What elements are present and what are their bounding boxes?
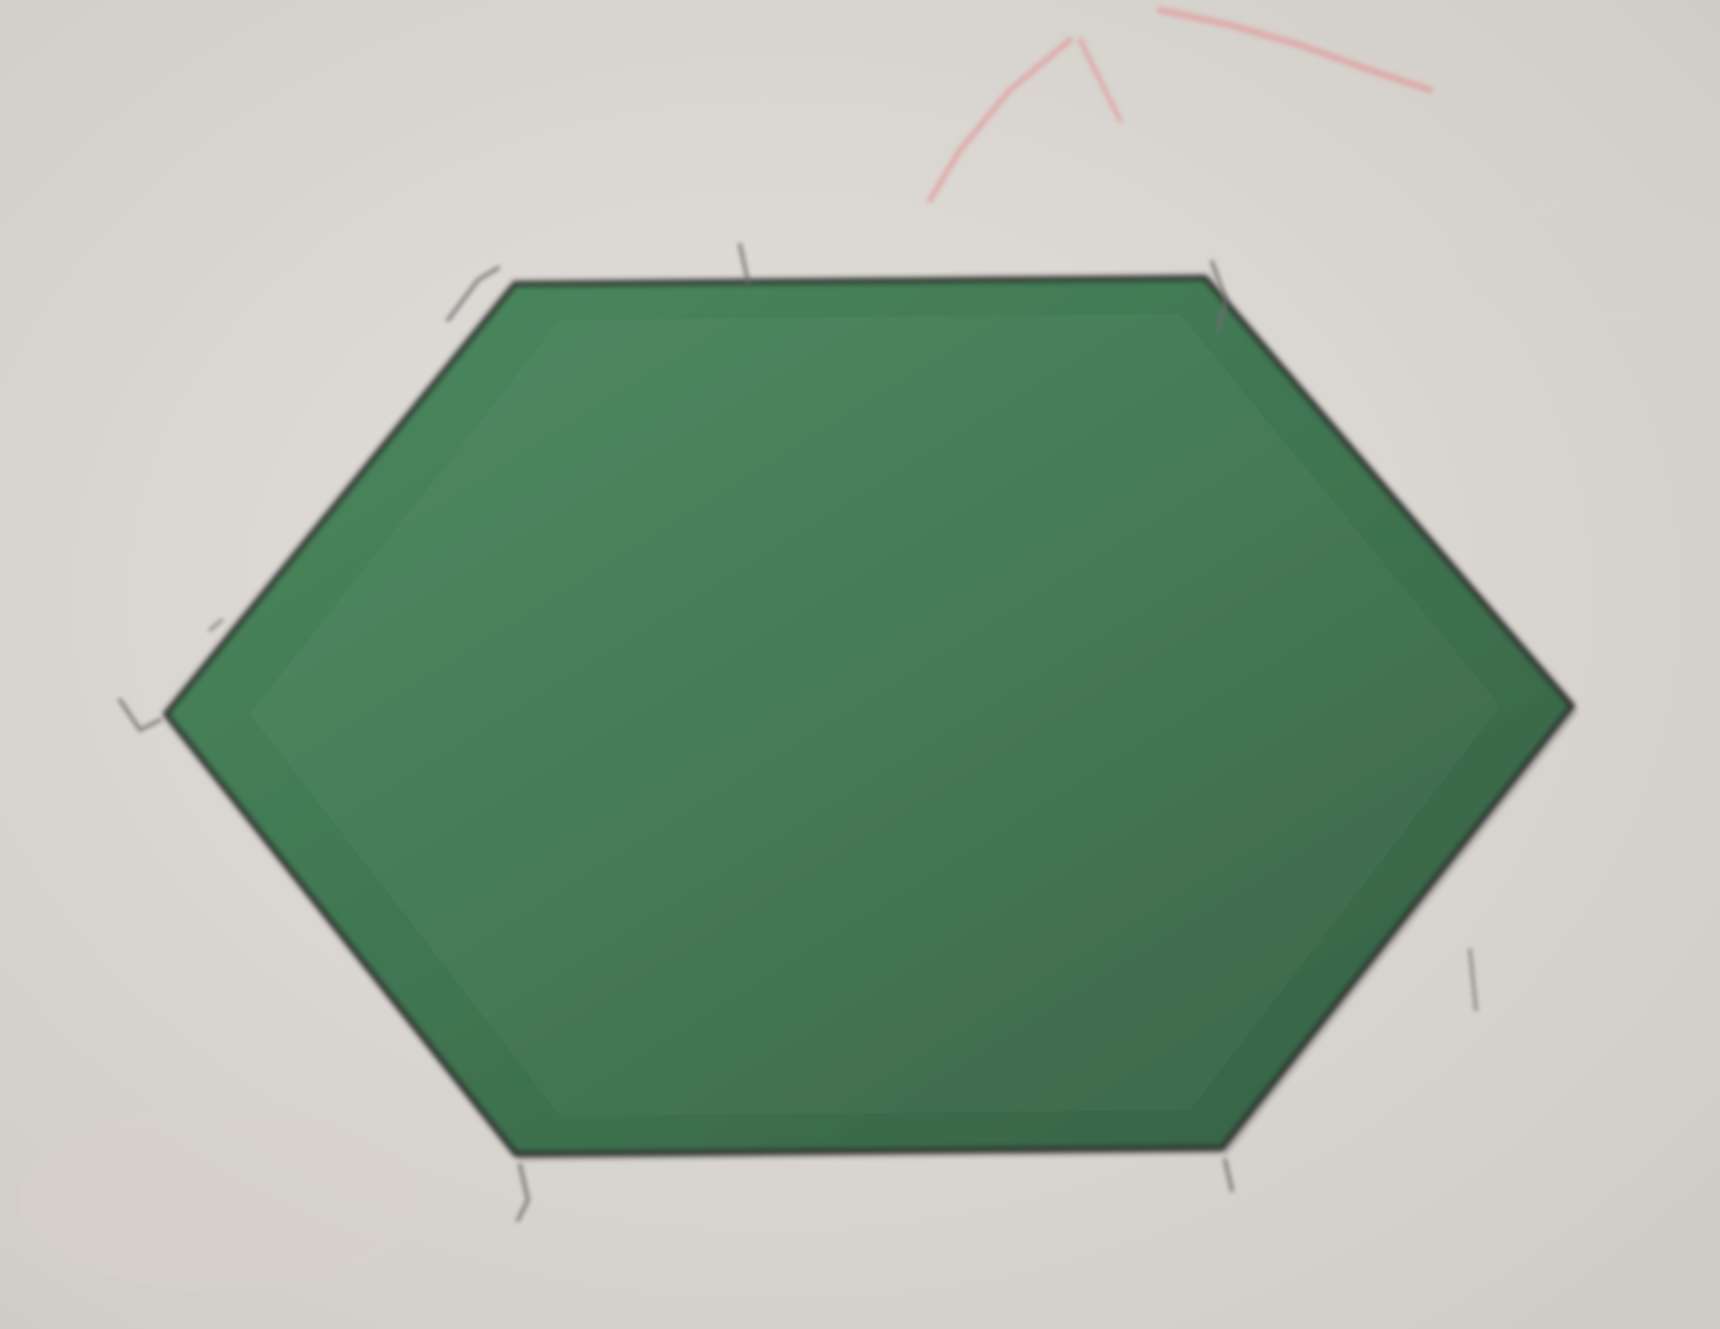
red-pen-marks [927, 6, 1434, 203]
paper-stain [20, 1110, 420, 1290]
pencil-marks [118, 243, 1478, 1222]
paper-stain [1460, 200, 1720, 320]
green-hexagon [163, 275, 1575, 1157]
